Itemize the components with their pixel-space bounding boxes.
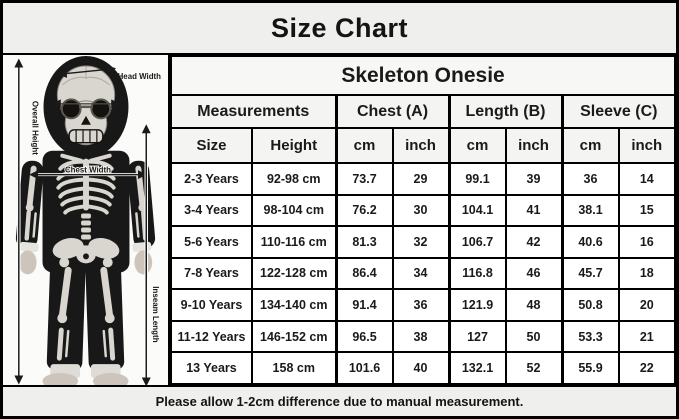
col-group-length: Length (B): [447, 94, 563, 129]
cell-length-cm: 132.1: [447, 351, 507, 385]
table-row: 7-8 Years 122-128 cm 86.4 34 116.8 46 45…: [170, 256, 676, 291]
col-header-height: Height: [251, 127, 337, 164]
cell-size: 2-3 Years: [170, 162, 253, 196]
col-group-sleeve: Sleeve (C): [560, 94, 676, 129]
cell-sleeve-cm: 55.9: [560, 351, 620, 385]
cell-length-cm: 106.7: [447, 225, 507, 259]
cell-height: 92-98 cm: [251, 162, 337, 196]
cell-sleeve-cm: 36: [560, 162, 620, 196]
col-header-size: Size: [170, 127, 253, 164]
cell-sleeve-inch: 22: [617, 351, 676, 385]
skeleton-onesie-figure: Overall Height Head Width Chest Width In…: [3, 55, 168, 385]
product-title: Skeleton Onesie: [169, 55, 676, 96]
head-width-label: Head Width: [118, 72, 162, 81]
cell-sleeve-cm: 53.3: [560, 319, 620, 354]
product-title-row: Skeleton Onesie: [169, 55, 676, 96]
col-header-chest-cm: cm: [334, 127, 394, 164]
cell-length-inch: 52: [504, 351, 563, 385]
cell-length-inch: 42: [504, 225, 563, 259]
cell-sleeve-inch: 20: [617, 288, 676, 322]
cell-length-inch: 48: [504, 288, 563, 322]
table-row: 5-6 Years 110-116 cm 81.3 32 106.7 42 40…: [170, 225, 676, 259]
cell-chest-inch: 34: [391, 256, 450, 291]
overall-height-label: Overall Height: [31, 101, 40, 155]
table-row: 9-10 Years 134-140 cm 91.4 36 121.9 48 5…: [170, 288, 676, 322]
cell-length-cm: 121.9: [447, 288, 507, 322]
size-table: Skeleton Onesie Measurements Chest (A) L…: [169, 55, 676, 385]
cell-sleeve-inch: 16: [617, 225, 676, 259]
cell-height: 98-104 cm: [251, 193, 337, 228]
table-row: 3-4 Years 98-104 cm 76.2 30 104.1 41 38.…: [170, 193, 676, 228]
cell-chest-inch: 40: [391, 351, 450, 385]
cell-size: 13 Years: [170, 351, 253, 385]
cell-sleeve-cm: 50.8: [560, 288, 620, 322]
cell-sleeve-inch: 18: [617, 256, 676, 291]
col-header-length-cm: cm: [447, 127, 507, 164]
page-title: Size Chart: [270, 12, 409, 43]
cell-chest-cm: 76.2: [334, 193, 394, 228]
cell-chest-inch: 38: [391, 319, 450, 354]
measurement-arrows: Overall Height Head Width Chest Width In…: [14, 58, 162, 385]
cell-chest-inch: 30: [391, 193, 450, 228]
foot-right: [92, 373, 129, 385]
inseam-length-label: Inseam Length: [151, 286, 160, 342]
printed-bones: [24, 153, 148, 361]
cell-length-cm: 104.1: [447, 193, 507, 228]
cell-height: 122-128 cm: [251, 256, 337, 291]
cell-sleeve-inch: 21: [617, 319, 676, 354]
cell-height: 158 cm: [251, 351, 337, 385]
hand-right: [134, 250, 153, 275]
cell-length-cm: 127: [447, 319, 507, 354]
skull-face: [56, 65, 116, 146]
group-header-row: Measurements Chest (A) Length (B) Sleeve…: [170, 94, 676, 129]
col-header-sleeve-cm: cm: [560, 127, 620, 164]
cell-length-inch: 39: [504, 162, 563, 196]
cell-chest-cm: 81.3: [334, 225, 394, 259]
foot-left: [42, 373, 79, 385]
content-area: Overall Height Head Width Chest Width In…: [3, 55, 676, 385]
hand-left: [18, 250, 37, 275]
title-band: Size Chart: [3, 3, 676, 55]
table-row: 13 Years 158 cm 101.6 40 132.1 52 55.9 2…: [170, 351, 676, 385]
cell-chest-inch: 32: [391, 225, 450, 259]
footer-note: Please allow 1-2cm difference due to man…: [3, 385, 676, 416]
cell-height: 146-152 cm: [251, 319, 337, 354]
cell-length-inch: 46: [504, 256, 563, 291]
col-group-measurements: Measurements: [170, 94, 337, 129]
cell-sleeve-cm: 38.1: [560, 193, 620, 228]
measurement-diagram: Overall Height Head Width Chest Width In…: [3, 55, 170, 385]
cell-chest-inch: 36: [391, 288, 450, 322]
table-row: 11-12 Years 146-152 cm 96.5 38 127 50 53…: [170, 319, 676, 354]
col-group-chest: Chest (A): [334, 94, 450, 129]
cell-size: 9-10 Years: [170, 288, 253, 322]
cell-sleeve-cm: 40.6: [560, 225, 620, 259]
cell-length-inch: 41: [504, 193, 563, 228]
cell-size: 11-12 Years: [170, 319, 253, 354]
cell-size: 3-4 Years: [170, 193, 253, 228]
cell-length-cm: 116.8: [447, 256, 507, 291]
cell-chest-cm: 73.7: [334, 162, 394, 196]
col-header-sleeve-inch: inch: [617, 127, 676, 164]
chest-width-label: Chest Width: [65, 166, 111, 175]
sub-header-row: Size Height cm inch cm inch cm inch: [170, 127, 676, 164]
cell-height: 134-140 cm: [251, 288, 337, 322]
col-header-length-inch: inch: [504, 127, 563, 164]
cell-sleeve-cm: 45.7: [560, 256, 620, 291]
cell-length-inch: 50: [504, 319, 563, 354]
cell-size: 7-8 Years: [170, 256, 253, 291]
cell-chest-cm: 91.4: [334, 288, 394, 322]
col-header-chest-inch: inch: [391, 127, 450, 164]
head-width-arrow-top: [57, 64, 117, 78]
cell-chest-inch: 29: [391, 162, 450, 196]
cell-sleeve-inch: 14: [617, 162, 676, 196]
cell-length-cm: 99.1: [447, 162, 507, 196]
table-row: 2-3 Years 92-98 cm 73.7 29 99.1 39 36 14: [170, 162, 676, 196]
cell-size: 5-6 Years: [170, 225, 253, 259]
cell-chest-cm: 86.4: [334, 256, 394, 291]
cell-height: 110-116 cm: [251, 225, 337, 259]
cell-chest-cm: 96.5: [334, 319, 394, 354]
cell-sleeve-inch: 15: [617, 193, 676, 228]
cell-chest-cm: 101.6: [334, 351, 394, 385]
